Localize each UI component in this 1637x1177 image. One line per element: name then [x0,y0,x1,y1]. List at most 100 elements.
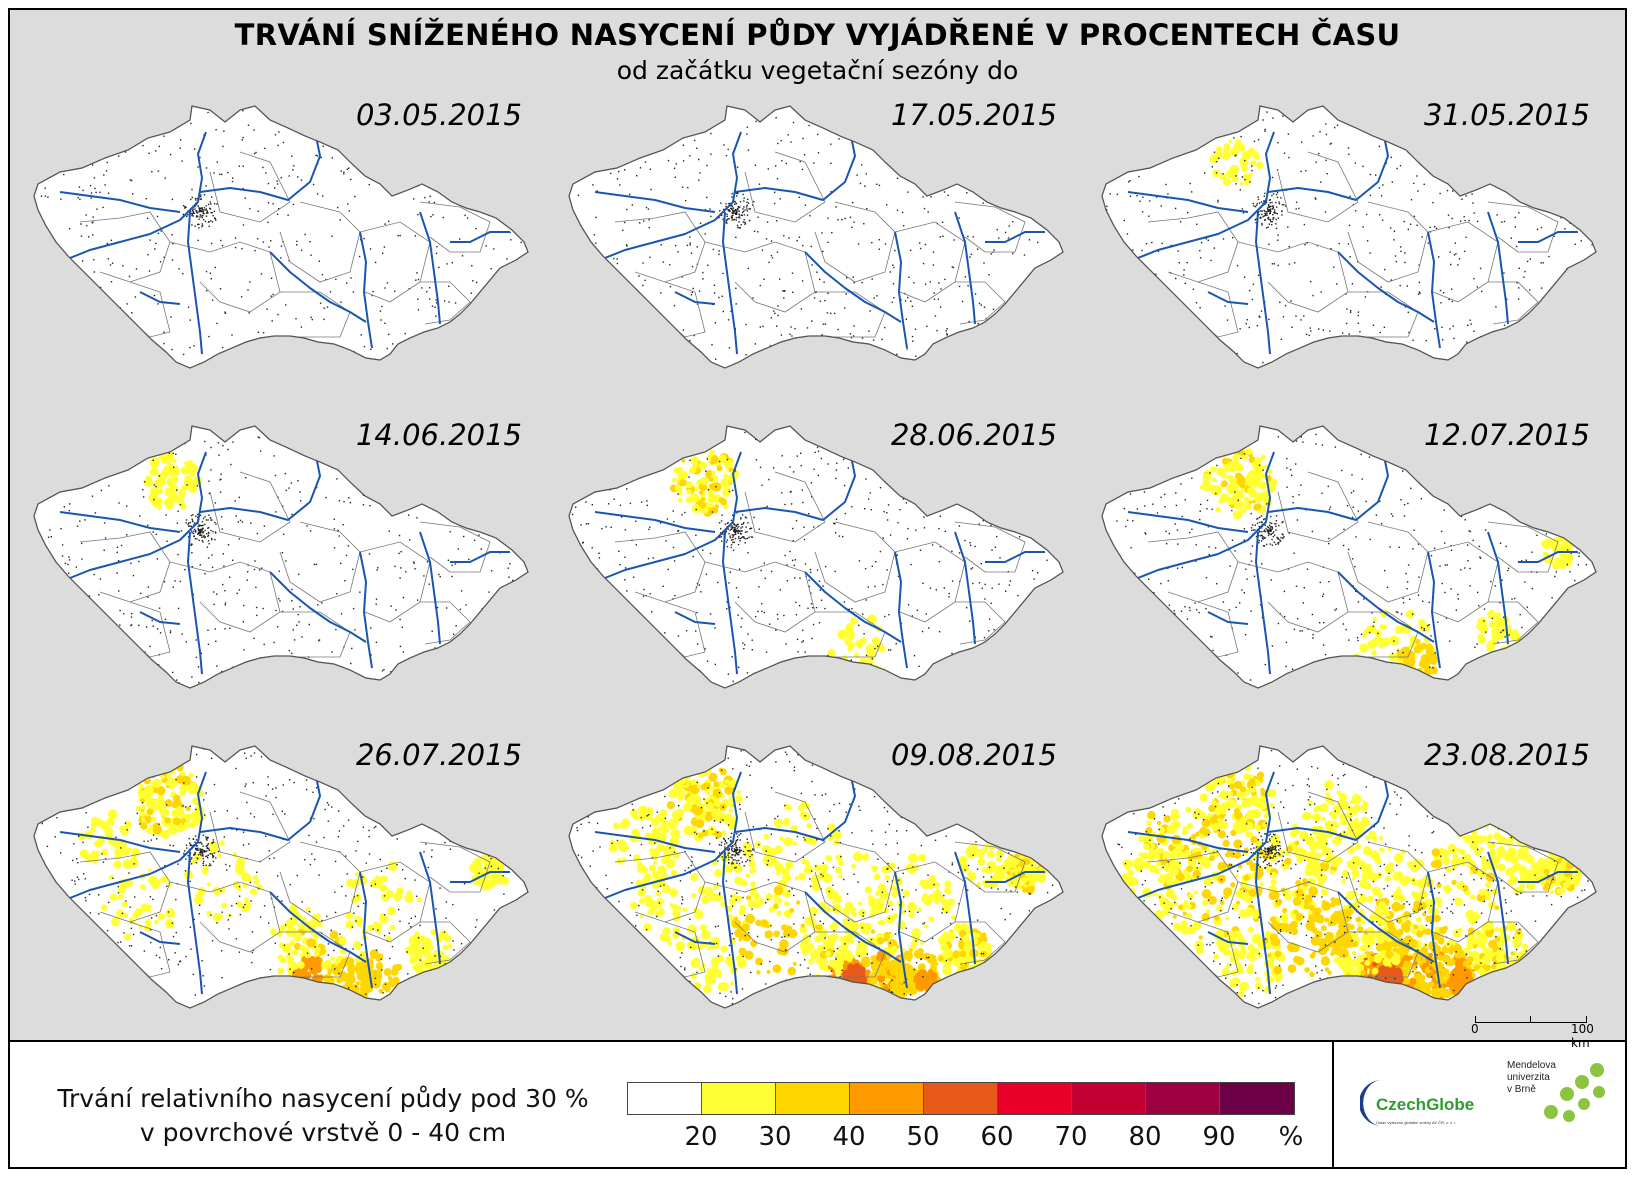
settlement-dot [1441,326,1443,329]
settlement-dot [752,204,754,206]
settlement-dot [448,301,450,303]
settlement-dot [1267,226,1269,228]
river-line [269,571,367,643]
drought-patch [1361,664,1367,670]
settlement-dot [82,189,84,192]
settlement-dot [1226,132,1229,135]
settlement-dot [978,523,980,525]
settlement-dot [935,347,938,350]
settlement-dot [1056,538,1058,541]
settlement-dot [472,280,474,282]
settlement-dot [1262,536,1265,538]
settlement-dot [222,553,224,555]
settlement-dot [1396,167,1398,170]
settlement-dot [1517,298,1520,300]
settlement-dot [199,514,202,517]
settlement-dot [944,340,947,342]
settlement-dot [208,203,210,206]
settlement-dot [383,669,385,671]
settlement-dot [47,536,50,538]
settlement-dot [783,290,785,292]
settlement-dot [184,206,186,208]
settlement-dot [1140,132,1142,135]
settlement-dot [193,532,195,535]
settlement-dot [593,450,595,452]
settlement-dot [1122,569,1124,571]
settlement-dot [431,630,433,632]
drought-patch [175,471,180,476]
settlement-dot [1210,635,1212,638]
settlement-dot [1189,531,1191,534]
settlement-dot [1058,548,1060,550]
settlement-dot [732,207,735,209]
settlement-dot [756,112,758,114]
settlement-dot [1369,252,1371,254]
settlement-dot [706,164,708,167]
settlement-dot [1269,210,1271,212]
river-line [594,131,742,263]
settlement-dot [472,621,475,624]
settlement-dot [722,218,724,221]
settlement-dot [1266,543,1268,546]
settlement-dot [109,153,111,155]
drought-patch [1235,139,1242,146]
settlement-dot [1389,437,1392,439]
drought-patch [678,497,683,503]
settlement-dot [1520,199,1522,201]
settlement-dot [310,254,312,256]
settlement-dot [905,318,907,320]
settlement-dot [67,563,69,566]
settlement-dot [619,184,621,186]
settlement-dot [497,605,500,608]
settlement-dot [851,608,853,610]
settlement-dot [428,583,430,585]
settlement-dot [1452,325,1454,327]
settlement-dot [1280,338,1283,340]
settlement-dot [1276,196,1279,199]
settlement-dot [1593,121,1595,123]
settlement-dot [707,264,709,266]
settlement-dot [1578,555,1580,558]
settlement-dot [292,629,294,631]
settlement-dot [741,211,744,214]
settlement-dot [247,124,250,126]
settlement-dot [259,569,261,571]
settlement-dot [683,670,685,672]
settlement-dot [731,534,733,536]
settlement-dot [258,437,261,439]
settlement-dot [126,534,128,536]
settlement-dot [190,544,192,546]
settlement-dot [696,303,699,305]
settlement-dot [233,427,236,429]
settlement-dot [695,124,697,126]
settlement-dot [1131,288,1134,290]
settlement-dot [1297,618,1299,620]
map-panel-6: 12.07.2015 [1088,412,1608,722]
settlement-dot [1126,233,1129,235]
settlement-dot [362,504,365,506]
settlement-dot [1567,142,1570,144]
settlement-dot [798,605,801,607]
settlement-dot [350,277,352,279]
settlement-dot [1216,583,1218,585]
settlement-dot [1591,173,1593,176]
settlement-dot [158,475,161,477]
settlement-dot [131,613,133,615]
settlement-dot [181,633,183,635]
settlement-dot [1262,361,1264,364]
settlement-dot [453,648,456,650]
settlement-dot [81,558,83,560]
settlement-dot [152,531,154,533]
settlement-dot [354,195,356,198]
drought-patch [835,663,846,673]
settlement-dot [799,577,801,579]
settlement-dot [1000,637,1002,640]
settlement-dot [350,662,352,665]
settlement-dot [793,564,795,567]
settlement-dot [1144,342,1147,345]
settlement-dot [710,153,712,155]
settlement-dot [325,496,327,499]
settlement-dot [889,271,891,273]
settlement-dot [435,315,437,317]
settlement-dot [1450,263,1452,266]
